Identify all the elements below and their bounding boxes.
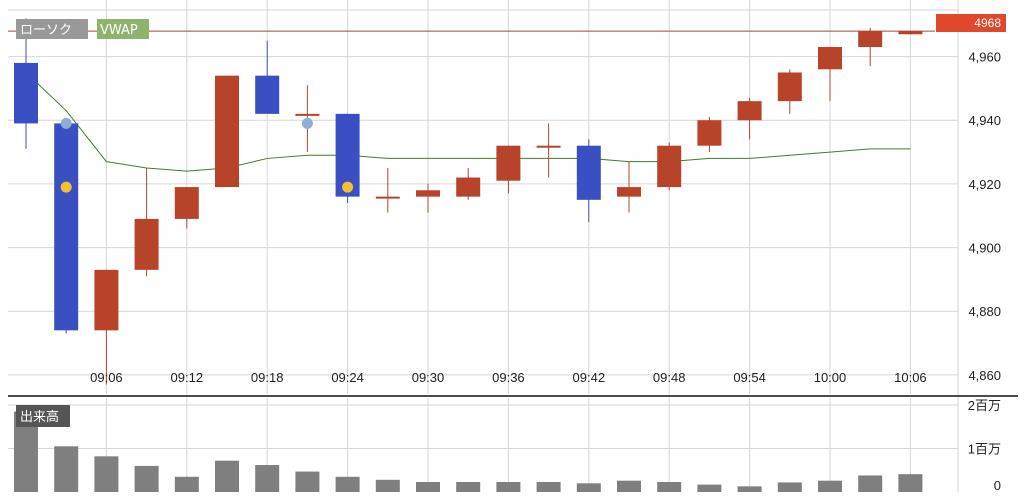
candle-body xyxy=(898,31,923,35)
volume-bar xyxy=(375,479,400,492)
y-tick-label: 4,940 xyxy=(968,113,1001,128)
volume-bar xyxy=(255,465,280,492)
candle-body xyxy=(818,47,842,70)
volume-bar xyxy=(737,486,762,492)
legend-vwap-label: VWAP xyxy=(100,23,138,38)
y-tick-label: 4,920 xyxy=(968,177,1001,192)
volume-bar xyxy=(777,482,802,492)
volume-bar xyxy=(94,456,119,492)
candle-body xyxy=(375,196,400,199)
volume-bar xyxy=(295,471,320,492)
vwap-line xyxy=(25,72,911,172)
volume-bar xyxy=(456,481,481,492)
legend-layer: ローソク VWAP 出来高 xyxy=(16,19,149,427)
y-tick-label: 4,880 xyxy=(968,304,1001,319)
volume-bar xyxy=(54,446,79,492)
candle-body xyxy=(215,75,239,188)
last-price-badge xyxy=(936,14,1006,32)
x-tick-label: 09:36 xyxy=(492,370,525,385)
x-tick-label: 09:06 xyxy=(90,370,123,385)
volume-bar xyxy=(536,481,561,492)
candle-body xyxy=(14,62,38,124)
candle-body xyxy=(737,101,762,121)
legend-candle-label: ローソク xyxy=(20,23,72,38)
candle-body xyxy=(295,113,320,116)
last-price-label: 4968 xyxy=(974,16,1001,30)
volume-bar xyxy=(335,476,360,492)
x-tick-label: 09:48 xyxy=(653,370,686,385)
volume-y-tick-label: 0 xyxy=(994,478,1001,493)
x-tick-label: 09:12 xyxy=(171,370,204,385)
volume-bar xyxy=(174,476,199,492)
x-tick-label: 09:30 xyxy=(412,370,445,385)
volume-bar xyxy=(416,481,440,492)
candle-body xyxy=(576,145,601,200)
candle-body xyxy=(617,187,641,197)
price-grid xyxy=(8,0,1018,492)
x-tick-label: 09:42 xyxy=(573,370,606,385)
legend-volume-label: 出来高 xyxy=(20,409,59,425)
axis-layer: 09:06 09:12 09:18 09:24 09:30 09:36 09:42 09:48… xyxy=(90,14,1006,493)
candle-body xyxy=(134,218,159,270)
candle-body xyxy=(858,31,883,48)
volume-bar xyxy=(818,480,842,492)
candle-body xyxy=(54,123,79,331)
candle-body xyxy=(536,145,561,148)
candle-body xyxy=(174,187,199,219)
volume-bar xyxy=(697,484,722,492)
candle-body xyxy=(94,269,119,331)
volume-bar xyxy=(576,483,601,492)
volume-bar xyxy=(858,475,883,492)
volume-bar xyxy=(496,481,521,492)
markers-layer xyxy=(60,117,354,193)
candles-layer xyxy=(14,18,923,385)
volume-layer xyxy=(14,411,923,492)
volume-bar xyxy=(617,480,641,492)
legend-volume-swatch xyxy=(16,405,70,427)
candle-body xyxy=(697,120,722,146)
signal-marker xyxy=(301,117,313,129)
x-tick-label: 10:06 xyxy=(894,370,927,385)
legend-vwap-swatch xyxy=(97,19,149,39)
volume-bar xyxy=(134,465,159,492)
signal-marker xyxy=(60,117,72,129)
signal-marker xyxy=(342,181,354,193)
candle-body xyxy=(777,72,802,102)
x-tick-label: 10:00 xyxy=(814,370,847,385)
volume-bar xyxy=(215,460,239,492)
candle-body xyxy=(255,75,280,114)
candle-body xyxy=(657,145,682,188)
volume-y-tick-label: 2百万 xyxy=(968,398,1001,413)
x-tick-label: 09:54 xyxy=(733,370,766,385)
legend-candle-swatch xyxy=(16,19,88,39)
volume-bar xyxy=(898,474,923,492)
x-tick-label: 09:18 xyxy=(251,370,284,385)
signal-marker xyxy=(60,181,72,193)
y-tick-label: 4,900 xyxy=(968,241,1001,256)
vwap-layer xyxy=(25,72,911,172)
candle-body xyxy=(456,177,481,197)
y-tick-label: 4,860 xyxy=(968,368,1001,383)
candle-body xyxy=(496,145,521,181)
volume-y-tick-label: 1百万 xyxy=(968,442,1001,457)
x-tick-label: 09:24 xyxy=(331,370,364,385)
volume-bar xyxy=(657,481,682,492)
candle-body xyxy=(416,190,440,197)
y-tick-label: 4,960 xyxy=(968,50,1001,65)
